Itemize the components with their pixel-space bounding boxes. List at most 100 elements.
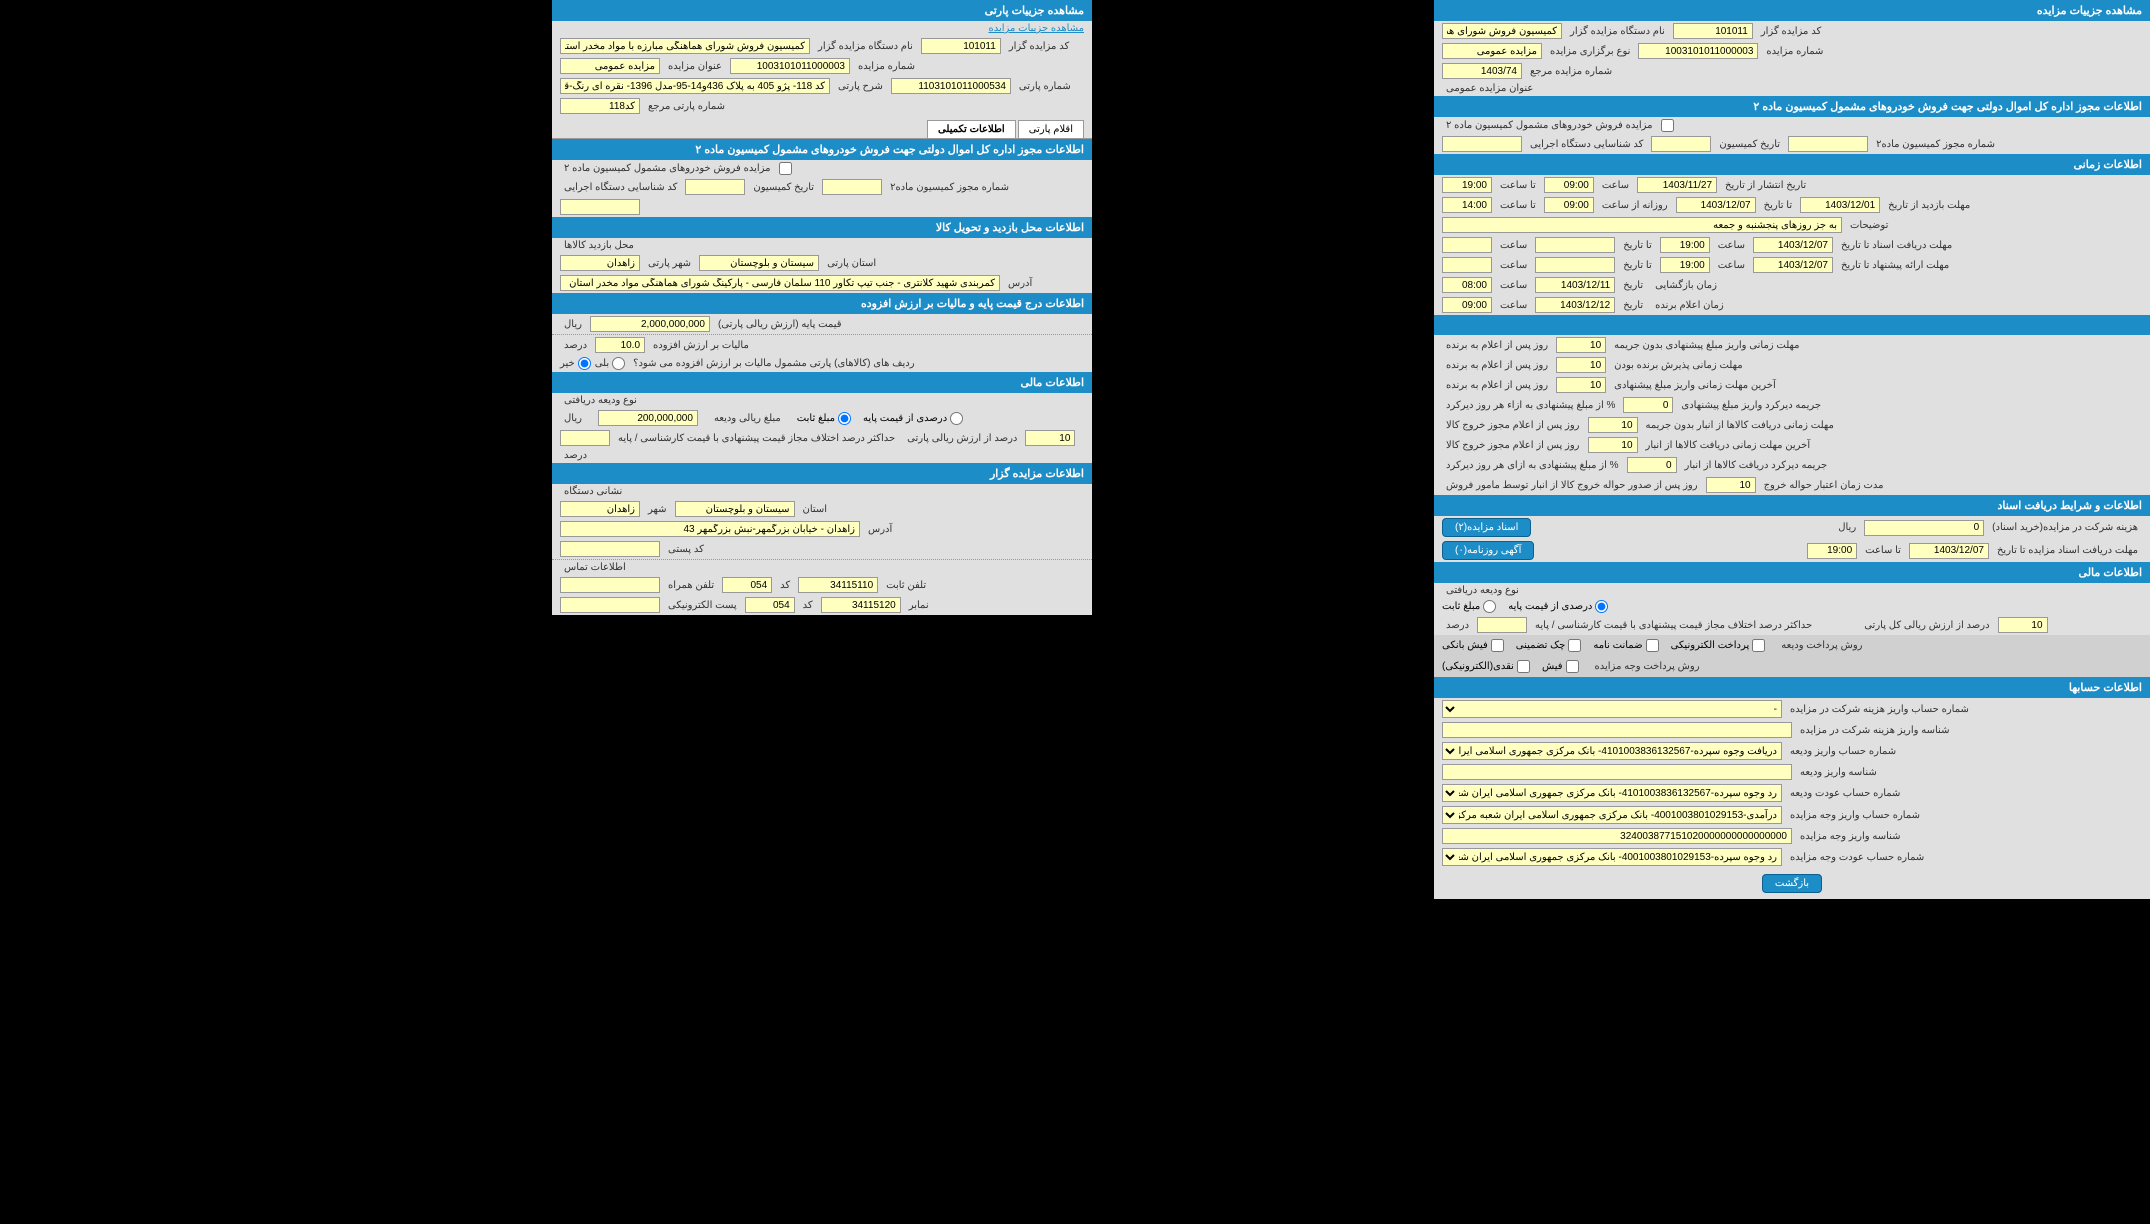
inp-auction-type[interactable] [1442,43,1542,59]
btn-back[interactable]: بازگشت [1762,874,1822,893]
inp-open-d[interactable] [1535,277,1615,293]
rinp-base[interactable] [590,316,710,332]
chk-cash[interactable] [1517,660,1530,673]
inp-blank3[interactable] [1535,257,1615,273]
inp-doc-dl2[interactable] [1909,543,1989,559]
inp-blank4[interactable] [1442,257,1492,273]
tab-items[interactable]: اقلام پارتی [1018,120,1084,138]
inp-visit-from[interactable] [1800,197,1880,213]
rinp-code2[interactable] [745,597,795,613]
rinp-code[interactable] [921,38,1001,54]
inp-visit-h1[interactable] [1544,197,1594,213]
inp-offer-h[interactable] [1660,257,1710,273]
chk-elec[interactable] [1752,639,1765,652]
lbl-permit-no: شماره مجوز کمیسیون ماده۲ [1872,139,1999,150]
tab-extra[interactable]: اطلاعات تکمیلی [927,120,1016,138]
inp-p1[interactable] [1556,337,1606,353]
rlbl-code2: کد [799,600,817,611]
inp-pub-from[interactable] [1637,177,1717,193]
chk-check[interactable] [1568,639,1581,652]
inp-fee[interactable] [1864,520,1984,536]
inp-visit-to[interactable] [1676,197,1756,213]
inp-open-h[interactable] [1442,277,1492,293]
radio-pct[interactable] [1595,600,1608,613]
rinp-orgaddr[interactable] [560,521,860,537]
radio-no[interactable] [578,357,591,370]
inp-p6[interactable] [1588,437,1638,453]
radio-fixed[interactable] [1483,600,1496,613]
rinp-orgprov[interactable] [675,501,795,517]
inp-ref-no[interactable] [1442,63,1522,79]
inp-p5[interactable] [1588,417,1638,433]
inp-doc-dl[interactable] [1753,237,1833,253]
chk-guarantee[interactable] [1646,639,1659,652]
inp-p4[interactable] [1623,397,1673,413]
inp-exec-code[interactable] [1442,136,1522,152]
inp-visit-h2[interactable] [1442,197,1492,213]
inp-doc-h[interactable] [1660,237,1710,253]
rinp-depamt[interactable] [598,410,698,426]
inp-permit-no[interactable] [1788,136,1868,152]
rinp-maxdiff[interactable] [560,430,610,446]
rinp-mobile[interactable] [560,577,660,593]
sel-acc6[interactable]: درآمدی-4001003801029153- بانک مرکزی جمهو… [1442,806,1782,824]
rinp-prov[interactable] [699,255,819,271]
inp-commission-date[interactable] [1651,136,1711,152]
rinp-zip[interactable] [560,541,660,557]
sel-acc3[interactable]: دریافت وجوه سپرده-4101003836132567- بانک… [1442,742,1782,760]
rinp-email[interactable] [560,597,660,613]
inp-dep-pct[interactable] [1998,617,2048,633]
inp-blank1[interactable] [1535,237,1615,253]
lbl-p5: مهلت زمانی دریافت کالاها از انبار بدون ج… [1642,420,1838,431]
inp-acc7[interactable] [1442,828,1792,844]
inp-auctioner-code[interactable] [1673,23,1753,39]
inp-p8[interactable] [1706,477,1756,493]
btn-newspaper[interactable]: آگهی روزنامه(۰) [1442,541,1534,560]
btn-docs[interactable]: اسناد مزایده(۲) [1442,518,1531,537]
inp-offer-dl[interactable] [1753,257,1833,273]
sel-acc5[interactable]: رد وجوه سپرده-4101003836132567- بانک مرک… [1442,784,1782,802]
rinp-lot-desc[interactable] [560,78,830,94]
inp-max-diff[interactable] [1477,617,1527,633]
inp-note[interactable] [1442,217,1842,233]
inp-pub-h1[interactable] [1544,177,1594,193]
rinp-orgcity[interactable] [560,501,640,517]
rinp-no[interactable] [730,58,850,74]
rinp-lot-no[interactable] [891,78,1011,94]
rinp-vat[interactable] [595,337,645,353]
rinp-addr[interactable] [560,275,1000,291]
rinp-fax[interactable] [821,597,901,613]
inp-win-d[interactable] [1535,297,1615,313]
inp-p2[interactable] [1556,357,1606,373]
rinp-permit[interactable] [822,179,882,195]
rinp-title[interactable] [560,58,660,74]
chk-commission[interactable] [1661,119,1674,132]
rinp-exec[interactable] [560,199,640,215]
chk-receipt[interactable] [1566,660,1579,673]
rradio-pct[interactable] [950,412,963,425]
rinp-phone[interactable] [798,577,878,593]
sel-acc1[interactable]: - [1442,700,1782,718]
inp-win-h[interactable] [1442,297,1492,313]
inp-p3[interactable] [1556,377,1606,393]
rinp-name[interactable] [560,38,810,54]
inp-doc-dlh[interactable] [1807,543,1857,559]
chk-bank[interactable] [1491,639,1504,652]
inp-pub-h2[interactable] [1442,177,1492,193]
rinp-city[interactable] [560,255,640,271]
rinp-deppct[interactable] [1025,430,1075,446]
rinp-code[interactable] [722,577,772,593]
rinp-cdate[interactable] [685,179,745,195]
inp-auction-no[interactable] [1638,43,1758,59]
sel-acc8[interactable]: رد وجوه سپرده-4001003801029153- بانک مرک… [1442,848,1782,866]
inp-p7[interactable] [1627,457,1677,473]
inp-acc2[interactable] [1442,722,1792,738]
inp-blank2[interactable] [1442,237,1492,253]
inp-acc4[interactable] [1442,764,1792,780]
rinp-lot-ref[interactable] [560,98,640,114]
link-auction-details[interactable]: مشاهده جزییات مزایده [988,23,1084,34]
inp-auctioner-name[interactable] [1442,23,1562,39]
rchk-commission[interactable] [779,162,792,175]
rradio-fixed[interactable] [838,412,851,425]
radio-yes[interactable] [612,357,625,370]
